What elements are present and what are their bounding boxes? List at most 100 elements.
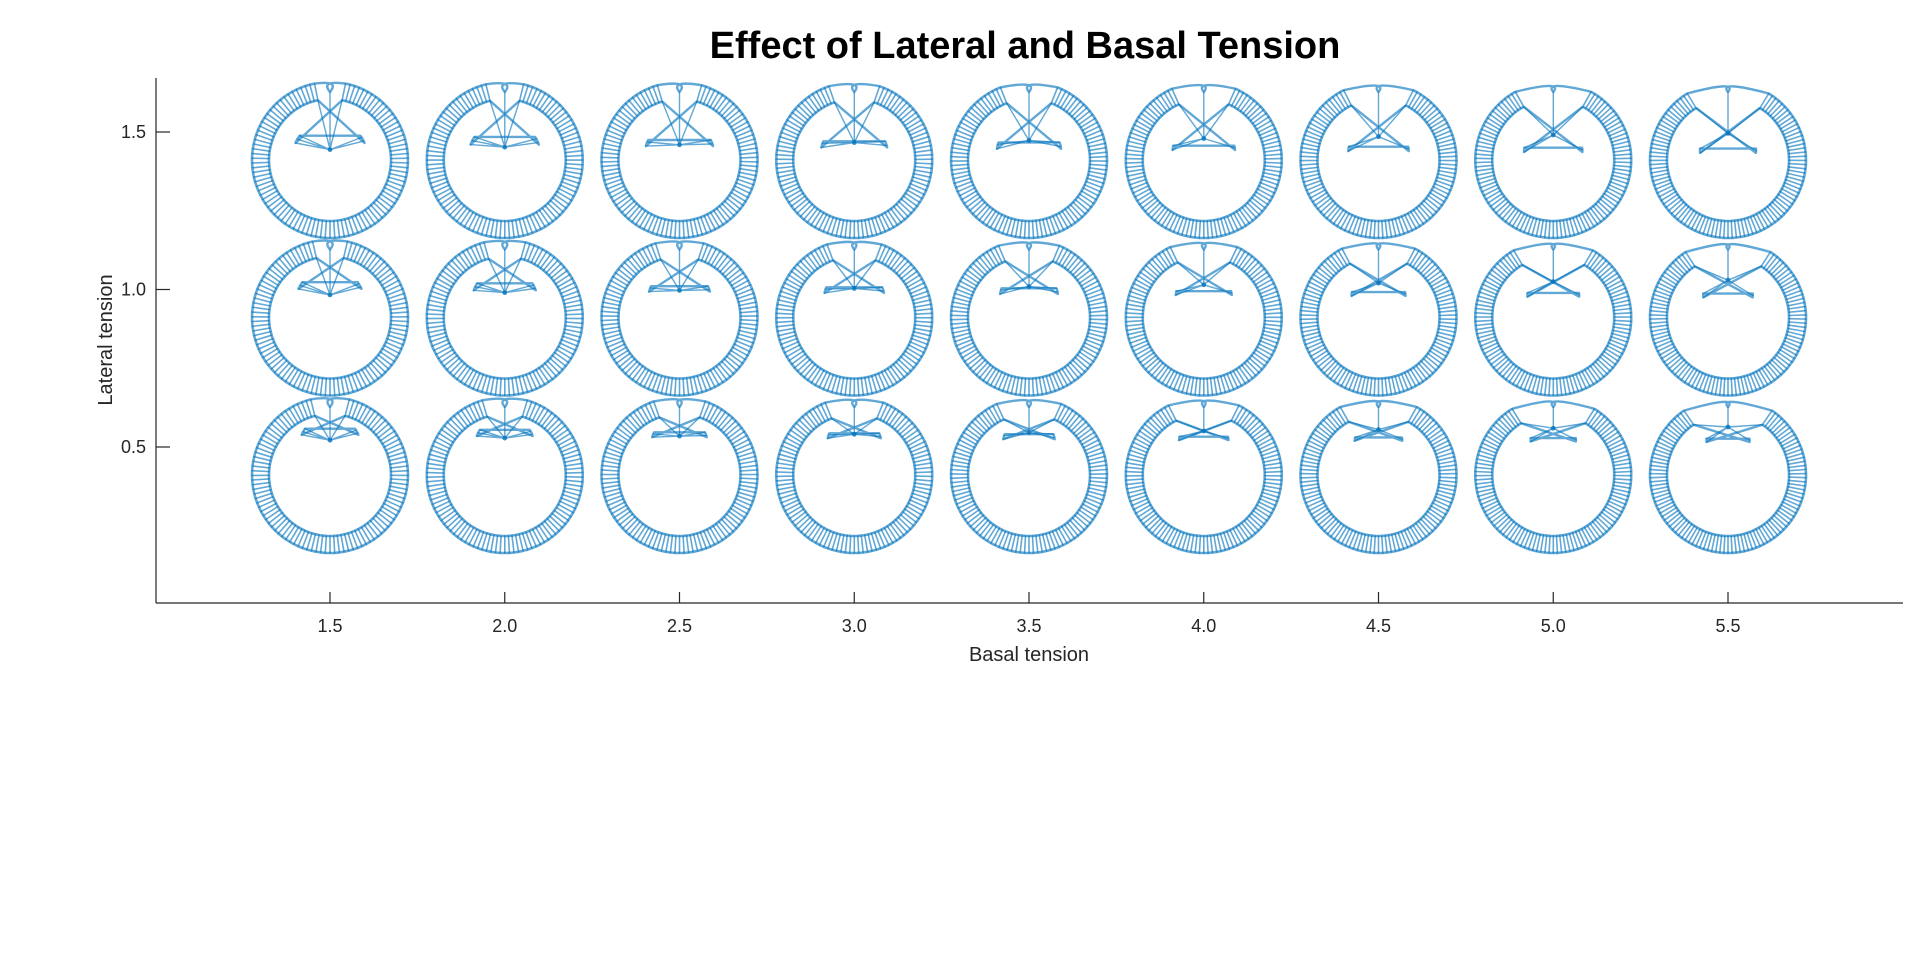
vesicle-focal-point xyxy=(327,292,333,298)
vesicle-fold xyxy=(823,240,886,295)
vesicle-marker xyxy=(775,240,934,397)
vesicle-fold xyxy=(1685,242,1771,299)
vesicle-fan-lines xyxy=(469,91,539,148)
vesicle-fan-lines xyxy=(645,91,714,147)
vesicle-fold xyxy=(297,239,363,298)
plot-area: 1.5 2.0 2.5 3.0 3.5 4.0 4.5 5.0 5.5 0.5 1.0 1.5 xyxy=(121,78,1903,636)
vesicle-focal-point xyxy=(677,142,682,148)
x-tick-label: 2.0 xyxy=(492,616,517,636)
vesicle-marker xyxy=(425,239,584,397)
vesicle-marker xyxy=(1299,84,1458,240)
x-tick-label: 4.0 xyxy=(1191,616,1216,636)
vesicle-rim xyxy=(655,240,704,251)
vesicle-focal-point xyxy=(1026,284,1032,289)
vesicle-fold xyxy=(1511,400,1595,443)
vesicle-rim xyxy=(824,398,884,409)
vesicle-focal-point xyxy=(327,147,333,153)
vesicle-fold xyxy=(1170,241,1238,297)
vesicle-fan-lines xyxy=(1692,406,1764,443)
vesicle-fold xyxy=(647,240,712,293)
vesicle-marker xyxy=(949,241,1109,397)
vesicle-focal-point xyxy=(1376,427,1381,432)
vesicle-fold xyxy=(1686,85,1770,155)
vesicle-lateral-membranes xyxy=(950,403,1108,554)
vesicle-fan-lines xyxy=(996,91,1062,150)
y-tick-label: 1.5 xyxy=(121,122,146,142)
vesicle-marker xyxy=(1124,399,1283,555)
vesicle-fan-lines xyxy=(1175,248,1233,296)
vesicle-fold xyxy=(300,397,360,443)
vesicle-rim xyxy=(483,239,526,251)
vesicle-fold xyxy=(472,239,537,296)
vesicle-lateral-membranes xyxy=(1299,247,1458,397)
vesicle-focal-point xyxy=(1201,428,1207,434)
vesicle-focal-point xyxy=(677,433,682,439)
vesicle-lateral-membranes xyxy=(1299,89,1458,239)
vesicle-rim xyxy=(826,240,882,251)
vesicle-rim xyxy=(1343,84,1414,94)
vesicle-lateral-membranes xyxy=(1474,408,1632,554)
vesicle-focal-point xyxy=(502,435,508,441)
vesicle-fold xyxy=(1171,83,1237,152)
x-tick-label: 2.5 xyxy=(667,616,692,636)
vesicle-fold xyxy=(1168,399,1240,442)
vesicle-fold xyxy=(651,397,708,439)
vesicle-rim xyxy=(312,239,348,251)
x-tick-label: 3.5 xyxy=(1016,616,1041,636)
vesicle-marker xyxy=(600,397,759,555)
vesicle-marker xyxy=(949,398,1109,555)
vesicle-focal-point xyxy=(851,286,857,291)
vesicle-fan-lines xyxy=(1349,248,1408,297)
vesicle-lateral-membranes xyxy=(251,398,409,554)
vesicle-rim xyxy=(998,241,1060,251)
vesicle-fan-lines xyxy=(1694,248,1762,299)
vesicle-focal-point xyxy=(1201,136,1207,141)
vesicle-focal-point xyxy=(502,290,508,296)
vesicle-lateral-membranes xyxy=(1125,246,1283,397)
vesicle-lateral-membranes xyxy=(426,83,584,239)
y-axis-ticks: 0.5 1.0 1.5 xyxy=(121,122,170,457)
vesicle-lateral-membranes xyxy=(950,86,1108,239)
vesicle-marker xyxy=(250,239,410,397)
vesicle-focal-point xyxy=(1026,138,1032,143)
vesicle-fold xyxy=(998,241,1060,296)
vesicle-fold xyxy=(996,398,1062,441)
vesicle-fan-lines xyxy=(827,406,882,439)
vesicle-marker xyxy=(600,82,759,240)
vesicle-lateral-membranes xyxy=(600,242,759,397)
vesicle-focal-point xyxy=(677,288,682,293)
vesicle-marker xyxy=(1474,242,1633,397)
vesicle-marker xyxy=(1299,399,1458,555)
vesicle-lateral-membranes xyxy=(426,399,584,554)
vesicle-focal-point xyxy=(851,431,857,437)
vesicle-markers xyxy=(250,81,1808,555)
vesicle-rim xyxy=(1170,241,1238,251)
vesicle-rim xyxy=(996,398,1062,409)
x-axis-label: Basal tension xyxy=(969,644,1089,666)
vesicle-lateral-membranes xyxy=(600,400,759,554)
vesicle-fan-lines xyxy=(1002,406,1056,440)
vesicle-lateral-membranes xyxy=(950,244,1108,397)
vesicle-rim xyxy=(653,397,706,409)
vesicle-lateral-membranes xyxy=(775,85,933,239)
vesicle-inner-wall xyxy=(966,418,1092,538)
vesicle-focal-point xyxy=(1550,279,1556,284)
x-tick-label: 1.5 xyxy=(317,616,342,636)
vesicle-rim xyxy=(1168,399,1240,409)
vesicle-focal-point xyxy=(1550,425,1556,431)
vesicle-lateral-membranes xyxy=(1649,92,1807,239)
vesicle-lateral-membranes xyxy=(1474,91,1632,239)
vesicle-marker xyxy=(949,83,1109,240)
vesicle-fan-lines xyxy=(1347,406,1410,442)
vesicle-rim xyxy=(1000,83,1058,94)
vesicle-marker xyxy=(1124,241,1283,397)
vesicle-lateral-membranes xyxy=(251,240,409,397)
vesicle-lateral-membranes xyxy=(1474,249,1632,397)
vesicle-lateral-membranes xyxy=(1125,404,1283,554)
vesicle-marker xyxy=(425,397,584,555)
vesicle-fan-lines xyxy=(1695,91,1761,154)
vesicle-fan-lines xyxy=(476,406,533,439)
vesicle-marker xyxy=(250,81,410,240)
vesicle-focal-point xyxy=(1725,424,1731,430)
